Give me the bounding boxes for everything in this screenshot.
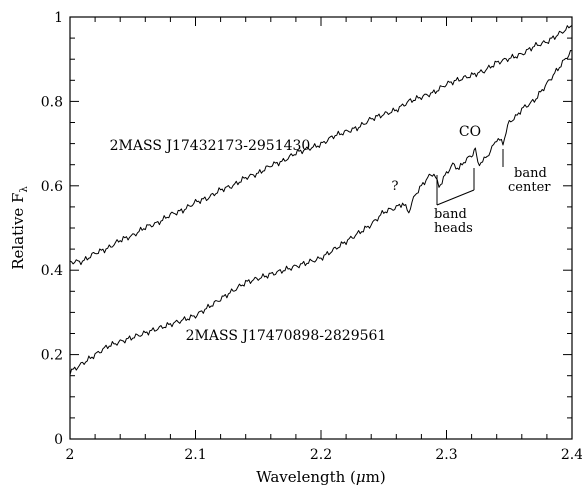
x-tick-label: 2.4 bbox=[561, 447, 582, 463]
series-layer bbox=[69, 25, 573, 375]
y-tick-label: 1 bbox=[54, 10, 63, 26]
x-tick-label: 2 bbox=[66, 447, 75, 463]
series-label-lower: 2MASS J17470898-2829561 bbox=[186, 328, 387, 344]
y-tick-label: 0 bbox=[54, 432, 63, 448]
y-tick-label: 0.6 bbox=[41, 179, 63, 195]
band-heads-label-line2: heads bbox=[434, 221, 473, 236]
plot-area bbox=[69, 16, 573, 440]
x-tick-label: 2.3 bbox=[435, 447, 457, 463]
band-center-label-line2: center bbox=[508, 180, 551, 195]
series-line-lower bbox=[69, 49, 573, 375]
band-heads-label-line1: band bbox=[434, 207, 467, 222]
y-axis-title-subscript: λ bbox=[19, 186, 30, 193]
band-center-label-line1: band bbox=[514, 166, 547, 181]
series-label-upper: 2MASS J17432173-2951430 bbox=[110, 138, 311, 154]
x-tick-label: 2.2 bbox=[310, 447, 332, 463]
band-heads-bracket-diagonal bbox=[436, 189, 475, 206]
co-annotation: CO bbox=[459, 124, 481, 140]
y-tick-label: 0.8 bbox=[41, 94, 63, 110]
y-axis-title: Relative Fλ bbox=[9, 186, 30, 270]
x-axis-title: Wavelength (μm) bbox=[256, 468, 385, 486]
y-tick-label: 0.2 bbox=[41, 348, 63, 364]
axis-ticks: 2 2.1 2.2 2.3 2.4 0 0.2 0.4 0.6 0.8 1 bbox=[41, 10, 582, 463]
question-annotation: ? bbox=[392, 179, 399, 194]
plot-frame bbox=[69, 16, 573, 440]
x-tick-label: 2.1 bbox=[184, 447, 206, 463]
y-tick-label: 0.4 bbox=[41, 263, 63, 279]
series-line-upper bbox=[69, 25, 573, 266]
